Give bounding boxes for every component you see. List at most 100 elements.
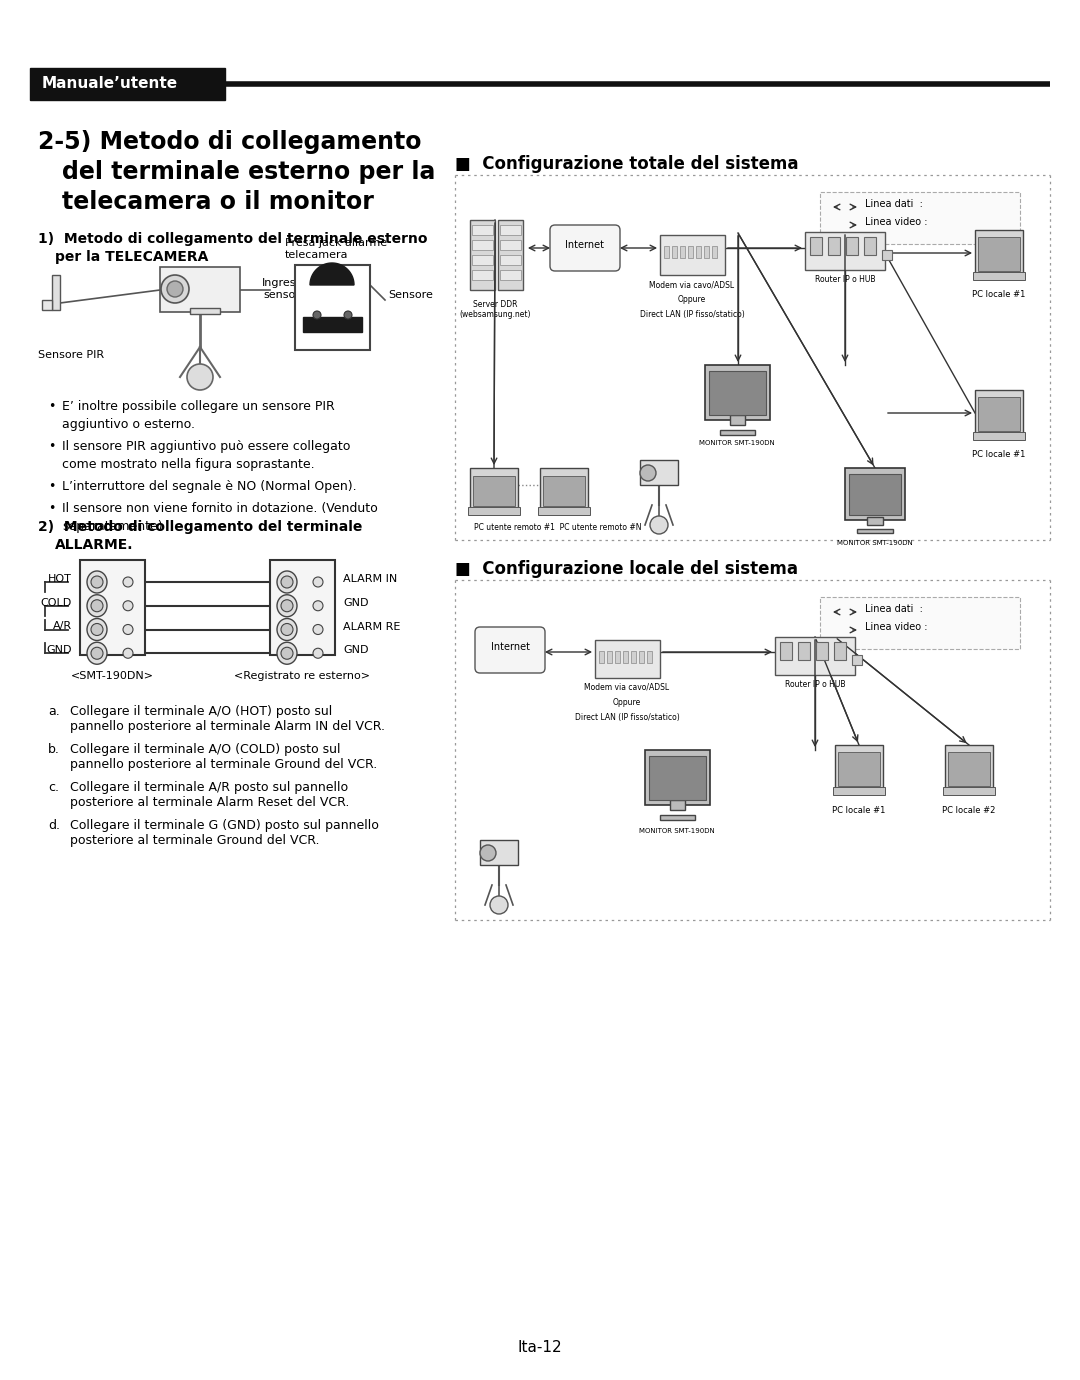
Bar: [42, 299, 52, 310]
Bar: [639, 651, 644, 662]
Bar: [978, 397, 1020, 431]
Polygon shape: [310, 264, 354, 286]
Bar: [640, 460, 678, 484]
Text: Collegare il terminale G (GND) posto sul pannello: Collegare il terminale G (GND) posto sul…: [70, 818, 379, 832]
Bar: [660, 816, 696, 820]
Text: d.: d.: [48, 818, 60, 832]
Bar: [470, 468, 518, 511]
Text: MONITOR SMT-190DN: MONITOR SMT-190DN: [639, 828, 715, 834]
Circle shape: [281, 647, 293, 660]
Circle shape: [345, 310, 352, 319]
Circle shape: [123, 600, 133, 611]
Text: PC locale #2: PC locale #2: [943, 806, 996, 816]
Bar: [623, 651, 627, 662]
Bar: [295, 265, 370, 351]
Bar: [680, 246, 685, 258]
Text: Ingresso
sensore: Ingresso sensore: [262, 277, 309, 299]
Text: Modem via cavo/ADSL: Modem via cavo/ADSL: [584, 683, 670, 691]
Bar: [805, 232, 885, 270]
Circle shape: [167, 282, 183, 297]
Text: Linea dati  :: Linea dati :: [865, 604, 923, 614]
Bar: [730, 415, 745, 425]
Bar: [816, 642, 828, 660]
Ellipse shape: [276, 595, 297, 617]
Text: pannello posteriore al terminale Alarm IN del VCR.: pannello posteriore al terminale Alarm I…: [70, 720, 384, 733]
Text: Collegare il terminale A/O (HOT) posto sul: Collegare il terminale A/O (HOT) posto s…: [70, 705, 333, 718]
Circle shape: [91, 575, 103, 588]
Bar: [838, 752, 880, 787]
Bar: [973, 272, 1025, 280]
Bar: [500, 255, 521, 265]
Text: COLD: COLD: [41, 598, 72, 607]
Text: MONITOR SMT-190DN: MONITOR SMT-190DN: [699, 440, 774, 446]
Bar: [595, 640, 660, 678]
Text: GND: GND: [46, 646, 72, 656]
Ellipse shape: [87, 618, 107, 640]
Bar: [798, 642, 810, 660]
Text: Direct LAN (IP fisso/statico): Direct LAN (IP fisso/statico): [575, 713, 679, 722]
Text: Linea dati  :: Linea dati :: [865, 199, 923, 208]
Bar: [472, 255, 492, 265]
Text: <SMT-190DN>: <SMT-190DN>: [70, 671, 153, 680]
Text: Presa jack allarme
telecamera: Presa jack allarme telecamera: [285, 239, 387, 259]
Bar: [498, 219, 523, 290]
Text: Oppure: Oppure: [612, 698, 642, 707]
Bar: [973, 432, 1025, 440]
Text: Manuale’utente: Manuale’utente: [42, 76, 178, 91]
Circle shape: [187, 364, 213, 391]
Text: pannello posteriore al terminale Ground del VCR.: pannello posteriore al terminale Ground …: [70, 758, 377, 771]
Bar: [975, 391, 1023, 435]
Text: a.: a.: [48, 705, 59, 718]
Bar: [468, 506, 519, 515]
Bar: [835, 745, 883, 789]
Text: telecamera o il monitor: telecamera o il monitor: [62, 190, 374, 214]
Bar: [948, 752, 990, 787]
Text: •: •: [48, 440, 55, 453]
Circle shape: [640, 465, 656, 482]
Circle shape: [281, 575, 293, 588]
Ellipse shape: [276, 618, 297, 640]
Bar: [30, 68, 225, 99]
Text: per la TELECAMERA: per la TELECAMERA: [55, 250, 208, 264]
Bar: [882, 250, 892, 259]
Bar: [846, 237, 858, 255]
Text: •: •: [48, 400, 55, 413]
Bar: [303, 317, 362, 333]
Circle shape: [313, 600, 323, 611]
Text: Oppure: Oppure: [678, 295, 706, 304]
Circle shape: [123, 625, 133, 635]
Text: PC utente remoto #1  PC utente remoto #N: PC utente remoto #1 PC utente remoto #N: [474, 523, 642, 533]
Circle shape: [91, 647, 103, 660]
Bar: [80, 560, 145, 656]
Text: Collegare il terminale A/R posto sul pannello: Collegare il terminale A/R posto sul pan…: [70, 781, 348, 793]
Text: <Registrato re esterno>: <Registrato re esterno>: [234, 671, 370, 680]
Bar: [720, 431, 755, 435]
Text: PC locale #1: PC locale #1: [833, 806, 886, 816]
Text: PC locale #1: PC locale #1: [972, 450, 1026, 460]
Bar: [828, 237, 840, 255]
Text: ALLARME.: ALLARME.: [55, 538, 134, 552]
Bar: [820, 192, 1020, 244]
Bar: [631, 651, 636, 662]
Bar: [852, 656, 862, 665]
Circle shape: [490, 896, 508, 914]
Bar: [660, 235, 725, 275]
Text: posteriore al terminale Alarm Reset del VCR.: posteriore al terminale Alarm Reset del …: [70, 796, 349, 809]
Bar: [538, 506, 590, 515]
Bar: [645, 749, 710, 805]
Bar: [540, 468, 588, 511]
Bar: [696, 246, 701, 258]
Circle shape: [313, 625, 323, 635]
Bar: [945, 745, 993, 789]
Text: c.: c.: [48, 781, 59, 793]
Bar: [834, 642, 846, 660]
Text: come mostrato nella figura soprastante.: come mostrato nella figura soprastante.: [62, 458, 314, 471]
Bar: [775, 638, 855, 675]
Text: ALARM RE: ALARM RE: [343, 621, 401, 632]
Bar: [647, 651, 652, 662]
Bar: [543, 476, 585, 506]
Text: •: •: [48, 502, 55, 515]
Text: Direct LAN (IP fisso/statico): Direct LAN (IP fisso/statico): [639, 310, 744, 319]
Bar: [867, 518, 883, 524]
Ellipse shape: [87, 642, 107, 664]
